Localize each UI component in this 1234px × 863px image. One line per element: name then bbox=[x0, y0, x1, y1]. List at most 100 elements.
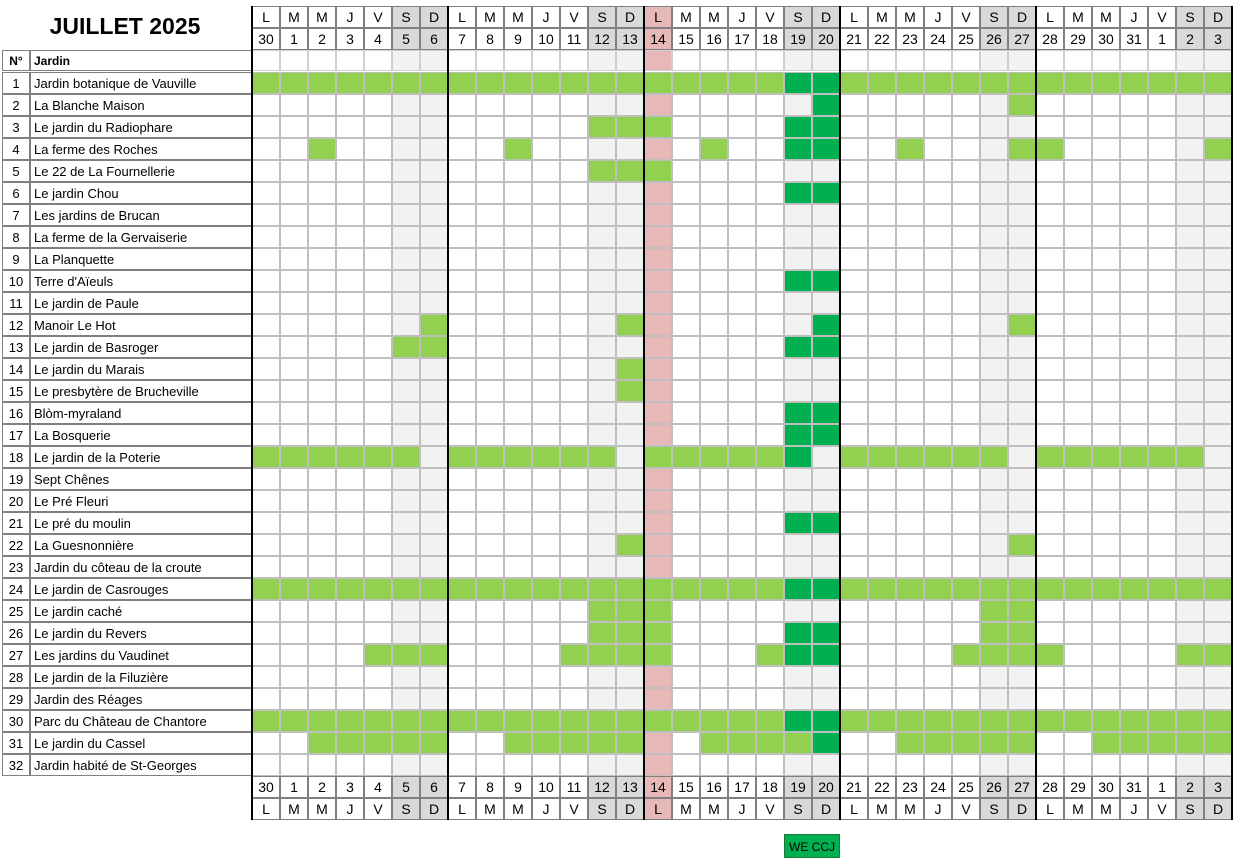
calendar-cell-closed bbox=[336, 468, 364, 490]
footer-day-number: 3 bbox=[336, 776, 364, 798]
calendar-cell-closed bbox=[952, 292, 980, 314]
calendar-cell-closed bbox=[476, 160, 504, 182]
calendar-cell-closed bbox=[280, 248, 308, 270]
header-day-letter: M bbox=[504, 6, 532, 28]
calendar-cell-closed bbox=[588, 402, 616, 424]
separator-cell bbox=[1120, 50, 1148, 71]
calendar-cell-closed bbox=[1120, 600, 1148, 622]
calendar-cell-open bbox=[952, 72, 980, 94]
calendar-cell-closed bbox=[392, 160, 420, 182]
calendar-cell-open bbox=[700, 138, 728, 160]
calendar-cell-closed bbox=[700, 160, 728, 182]
calendar-cell-closed bbox=[896, 94, 924, 116]
calendar-cell-closed bbox=[1064, 270, 1092, 292]
calendar-cell-closed bbox=[1120, 402, 1148, 424]
calendar-cell-closed bbox=[812, 446, 840, 468]
calendar-cell-open bbox=[1148, 578, 1176, 600]
calendar-cell-closed bbox=[448, 732, 476, 754]
calendar-cell-closed bbox=[1176, 754, 1204, 776]
calendar-cell-closed bbox=[476, 138, 504, 160]
calendar-cell-closed bbox=[1148, 622, 1176, 644]
calendar-cell-closed bbox=[896, 600, 924, 622]
header-day-letter: M bbox=[1092, 6, 1120, 28]
calendar-cell-closed bbox=[1204, 358, 1232, 380]
calendar-cell-closed bbox=[952, 314, 980, 336]
calendar-cell-closed bbox=[700, 490, 728, 512]
calendar-cell-closed bbox=[784, 666, 812, 688]
header-day-letter: L bbox=[1036, 6, 1064, 28]
footer-day-letter: S bbox=[1176, 798, 1204, 820]
separator-cell bbox=[448, 50, 476, 71]
calendar-cell-closed bbox=[336, 292, 364, 314]
calendar-cell-closed bbox=[616, 94, 644, 116]
calendar-cell-closed bbox=[756, 600, 784, 622]
calendar-cell-closed bbox=[560, 138, 588, 160]
calendar-cell-closed bbox=[924, 204, 952, 226]
calendar-cell-closed bbox=[980, 688, 1008, 710]
calendar-cell-closed bbox=[364, 116, 392, 138]
calendar-cell-closed bbox=[1120, 688, 1148, 710]
calendar-cell-closed bbox=[1148, 116, 1176, 138]
calendar-cell-closed bbox=[896, 292, 924, 314]
header-day-number: 18 bbox=[756, 28, 784, 50]
calendar-cell-closed bbox=[280, 94, 308, 116]
calendar-cell-closed bbox=[1148, 534, 1176, 556]
calendar-cell-open bbox=[672, 446, 700, 468]
header-day-number: 25 bbox=[952, 28, 980, 50]
calendar-cell-closed bbox=[1148, 380, 1176, 402]
calendar-cell-open bbox=[756, 644, 784, 666]
calendar-cell-closed bbox=[896, 512, 924, 534]
calendar-cell-closed bbox=[364, 314, 392, 336]
calendar-cell-closed bbox=[784, 248, 812, 270]
calendar-cell-closed bbox=[392, 292, 420, 314]
calendar-cell-closed bbox=[336, 754, 364, 776]
calendar-cell-closed bbox=[280, 160, 308, 182]
calendar-cell-open bbox=[420, 732, 448, 754]
calendar-cell-open bbox=[280, 72, 308, 94]
calendar-cell-closed bbox=[784, 94, 812, 116]
calendar-cell-closed bbox=[1092, 336, 1120, 358]
calendar-cell-closed bbox=[504, 94, 532, 116]
calendar-cell-closed bbox=[1120, 248, 1148, 270]
calendar-cell-closed bbox=[728, 622, 756, 644]
calendar-cell-we-ccj bbox=[812, 336, 840, 358]
calendar-cell-open bbox=[840, 72, 868, 94]
calendar-cell-closed bbox=[644, 94, 672, 116]
calendar-cell-closed bbox=[1148, 248, 1176, 270]
calendar-cell-closed bbox=[728, 402, 756, 424]
calendar-cell-closed bbox=[1008, 336, 1036, 358]
calendar-cell-open bbox=[448, 710, 476, 732]
calendar-cell-closed bbox=[1008, 116, 1036, 138]
calendar-cell-closed bbox=[1036, 292, 1064, 314]
calendar-cell-open bbox=[700, 732, 728, 754]
calendar-cell-open bbox=[364, 644, 392, 666]
footer-day-letter: L bbox=[840, 798, 868, 820]
legend-we-ccj: WE CCJ bbox=[784, 834, 840, 858]
calendar-cell-closed bbox=[252, 182, 280, 204]
header-day-number: 19 bbox=[784, 28, 812, 50]
header-day-letter: D bbox=[420, 6, 448, 28]
calendar-cell-closed bbox=[980, 182, 1008, 204]
header-day-number: 30 bbox=[252, 28, 280, 50]
calendar-cell-closed bbox=[672, 358, 700, 380]
calendar-cell-open bbox=[756, 710, 784, 732]
calendar-cell-we-ccj bbox=[812, 72, 840, 94]
calendar-cell-we-ccj bbox=[784, 182, 812, 204]
footer-day-letter: D bbox=[812, 798, 840, 820]
calendar-cell-closed bbox=[504, 666, 532, 688]
calendar-cell-closed bbox=[476, 314, 504, 336]
calendar-cell-open bbox=[644, 644, 672, 666]
calendar-cell-closed bbox=[672, 226, 700, 248]
garden-row-number: 3 bbox=[2, 116, 30, 138]
footer-day-letter: M bbox=[1064, 798, 1092, 820]
calendar-cell-we-ccj bbox=[784, 446, 812, 468]
calendar-cell-closed bbox=[364, 556, 392, 578]
garden-row-number: 16 bbox=[2, 402, 30, 424]
header-day-letter: S bbox=[980, 6, 1008, 28]
calendar-cell-closed bbox=[896, 534, 924, 556]
calendar-cell-closed bbox=[308, 160, 336, 182]
garden-row-name: Le jardin Chou bbox=[30, 182, 252, 204]
calendar-cell-closed bbox=[1176, 358, 1204, 380]
calendar-cell-closed bbox=[588, 248, 616, 270]
calendar-cell-closed bbox=[448, 754, 476, 776]
